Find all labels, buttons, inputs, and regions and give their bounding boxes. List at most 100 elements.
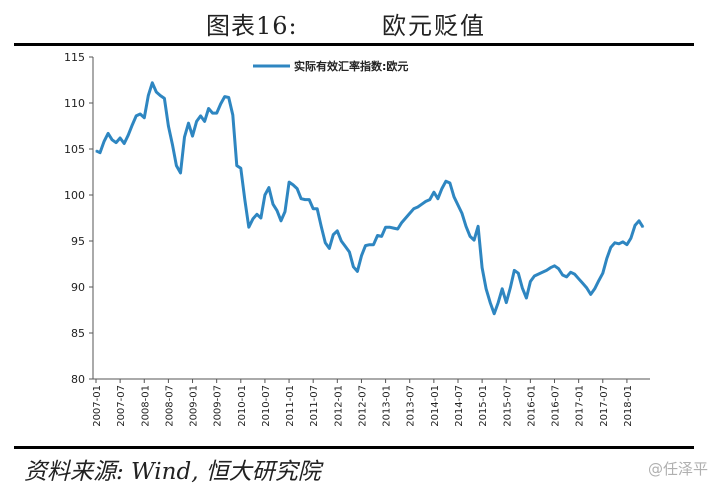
x-tick-label: 2010-01 bbox=[237, 385, 248, 427]
data-point bbox=[513, 269, 515, 271]
data-point bbox=[308, 199, 310, 201]
data-point bbox=[594, 288, 596, 290]
x-tick-label: 2008-07 bbox=[164, 385, 175, 427]
data-point bbox=[115, 142, 117, 144]
data-point bbox=[159, 95, 161, 97]
data-point bbox=[139, 113, 141, 115]
data-point bbox=[284, 211, 286, 213]
data-point bbox=[364, 245, 367, 247]
data-point bbox=[626, 244, 628, 246]
x-tick-label: 2013-01 bbox=[382, 385, 393, 427]
data-point bbox=[119, 137, 121, 139]
data-point bbox=[397, 228, 399, 230]
data-point bbox=[578, 278, 580, 280]
data-point bbox=[445, 180, 447, 182]
x-tick-label: 2009-07 bbox=[213, 385, 224, 427]
data-point bbox=[521, 287, 523, 289]
x-tick-label: 2011-01 bbox=[285, 385, 296, 427]
data-point bbox=[574, 273, 576, 275]
x-tick-label: 2013-07 bbox=[406, 385, 417, 427]
data-point bbox=[537, 273, 540, 275]
y-tick-label: 105 bbox=[64, 143, 85, 156]
data-point bbox=[473, 239, 475, 241]
data-point bbox=[216, 112, 218, 114]
data-point bbox=[517, 272, 519, 274]
data-point bbox=[232, 114, 234, 116]
data-point bbox=[123, 142, 125, 145]
data-point bbox=[127, 134, 129, 136]
data-point bbox=[509, 287, 511, 289]
data-point bbox=[316, 208, 318, 210]
data-point bbox=[449, 182, 451, 184]
bottom-rule bbox=[14, 446, 694, 449]
data-point bbox=[208, 107, 210, 110]
data-point bbox=[163, 97, 165, 99]
data-point bbox=[248, 226, 250, 228]
x-tick-label: 2017-07 bbox=[599, 385, 610, 427]
data-point bbox=[372, 244, 375, 246]
data-point bbox=[618, 243, 620, 245]
data-point bbox=[421, 203, 423, 205]
data-point bbox=[376, 234, 379, 237]
data-point bbox=[393, 227, 395, 229]
data-point bbox=[489, 302, 491, 304]
data-point bbox=[135, 115, 137, 117]
data-point bbox=[457, 204, 459, 206]
y-tick-label: 95 bbox=[71, 235, 85, 248]
data-point bbox=[598, 280, 600, 282]
data-point bbox=[300, 198, 302, 200]
y-tick-label: 115 bbox=[64, 51, 85, 64]
data-point bbox=[582, 282, 584, 284]
data-point bbox=[461, 212, 463, 214]
data-point bbox=[288, 181, 290, 183]
data-point bbox=[525, 297, 528, 299]
x-tick-label: 2014-01 bbox=[430, 385, 441, 427]
figure-label: 图表16: bbox=[206, 12, 298, 40]
data-point bbox=[545, 269, 548, 271]
data-point bbox=[224, 96, 226, 98]
data-point bbox=[179, 172, 182, 174]
series-line bbox=[95, 81, 645, 316]
x-tick-label: 2018-01 bbox=[623, 385, 634, 427]
x-axis: 2007-01 2007-07 2008-01 2008-07 2009-01 2009-… bbox=[92, 378, 650, 427]
x-tick-label: 2015-01 bbox=[478, 385, 489, 427]
x-tick-label: 2012-01 bbox=[333, 385, 344, 427]
data-point bbox=[493, 313, 495, 315]
data-point bbox=[336, 230, 338, 232]
data-point bbox=[553, 265, 556, 267]
data-point bbox=[437, 198, 439, 200]
data-point bbox=[204, 120, 206, 122]
y-axis: 80 85 90 95 100 105 110 115 bbox=[64, 51, 94, 386]
data-point bbox=[332, 234, 334, 236]
watermark: @任泽平 bbox=[647, 460, 708, 478]
x-tick-label: 2017-01 bbox=[575, 385, 586, 427]
data-point bbox=[606, 257, 608, 260]
data-point bbox=[533, 275, 536, 277]
y-tick-label: 80 bbox=[71, 373, 85, 386]
data-point bbox=[429, 199, 431, 201]
data-point bbox=[240, 167, 242, 169]
data-point bbox=[425, 200, 427, 202]
data-point bbox=[95, 150, 97, 152]
data-point bbox=[256, 213, 258, 215]
data-point bbox=[328, 247, 330, 249]
legend: 实际有效汇率指数:欧元 bbox=[253, 59, 408, 73]
data-point bbox=[99, 152, 101, 154]
data-point bbox=[590, 293, 592, 295]
data-point bbox=[167, 125, 169, 127]
data-point bbox=[622, 241, 624, 243]
data-point bbox=[252, 218, 254, 220]
data-point bbox=[630, 237, 632, 239]
x-tick-label: 2016-07 bbox=[551, 385, 562, 427]
x-tick-label: 2007-07 bbox=[116, 385, 127, 427]
data-point bbox=[147, 95, 149, 97]
data-point bbox=[477, 225, 479, 227]
legend-label: 实际有效汇率指数:欧元 bbox=[294, 59, 408, 73]
data-point bbox=[417, 206, 419, 208]
data-point bbox=[292, 184, 294, 186]
data-point bbox=[497, 302, 499, 304]
data-point bbox=[352, 266, 354, 268]
data-point bbox=[280, 220, 282, 222]
data-point bbox=[381, 235, 383, 237]
data-point bbox=[356, 270, 358, 272]
